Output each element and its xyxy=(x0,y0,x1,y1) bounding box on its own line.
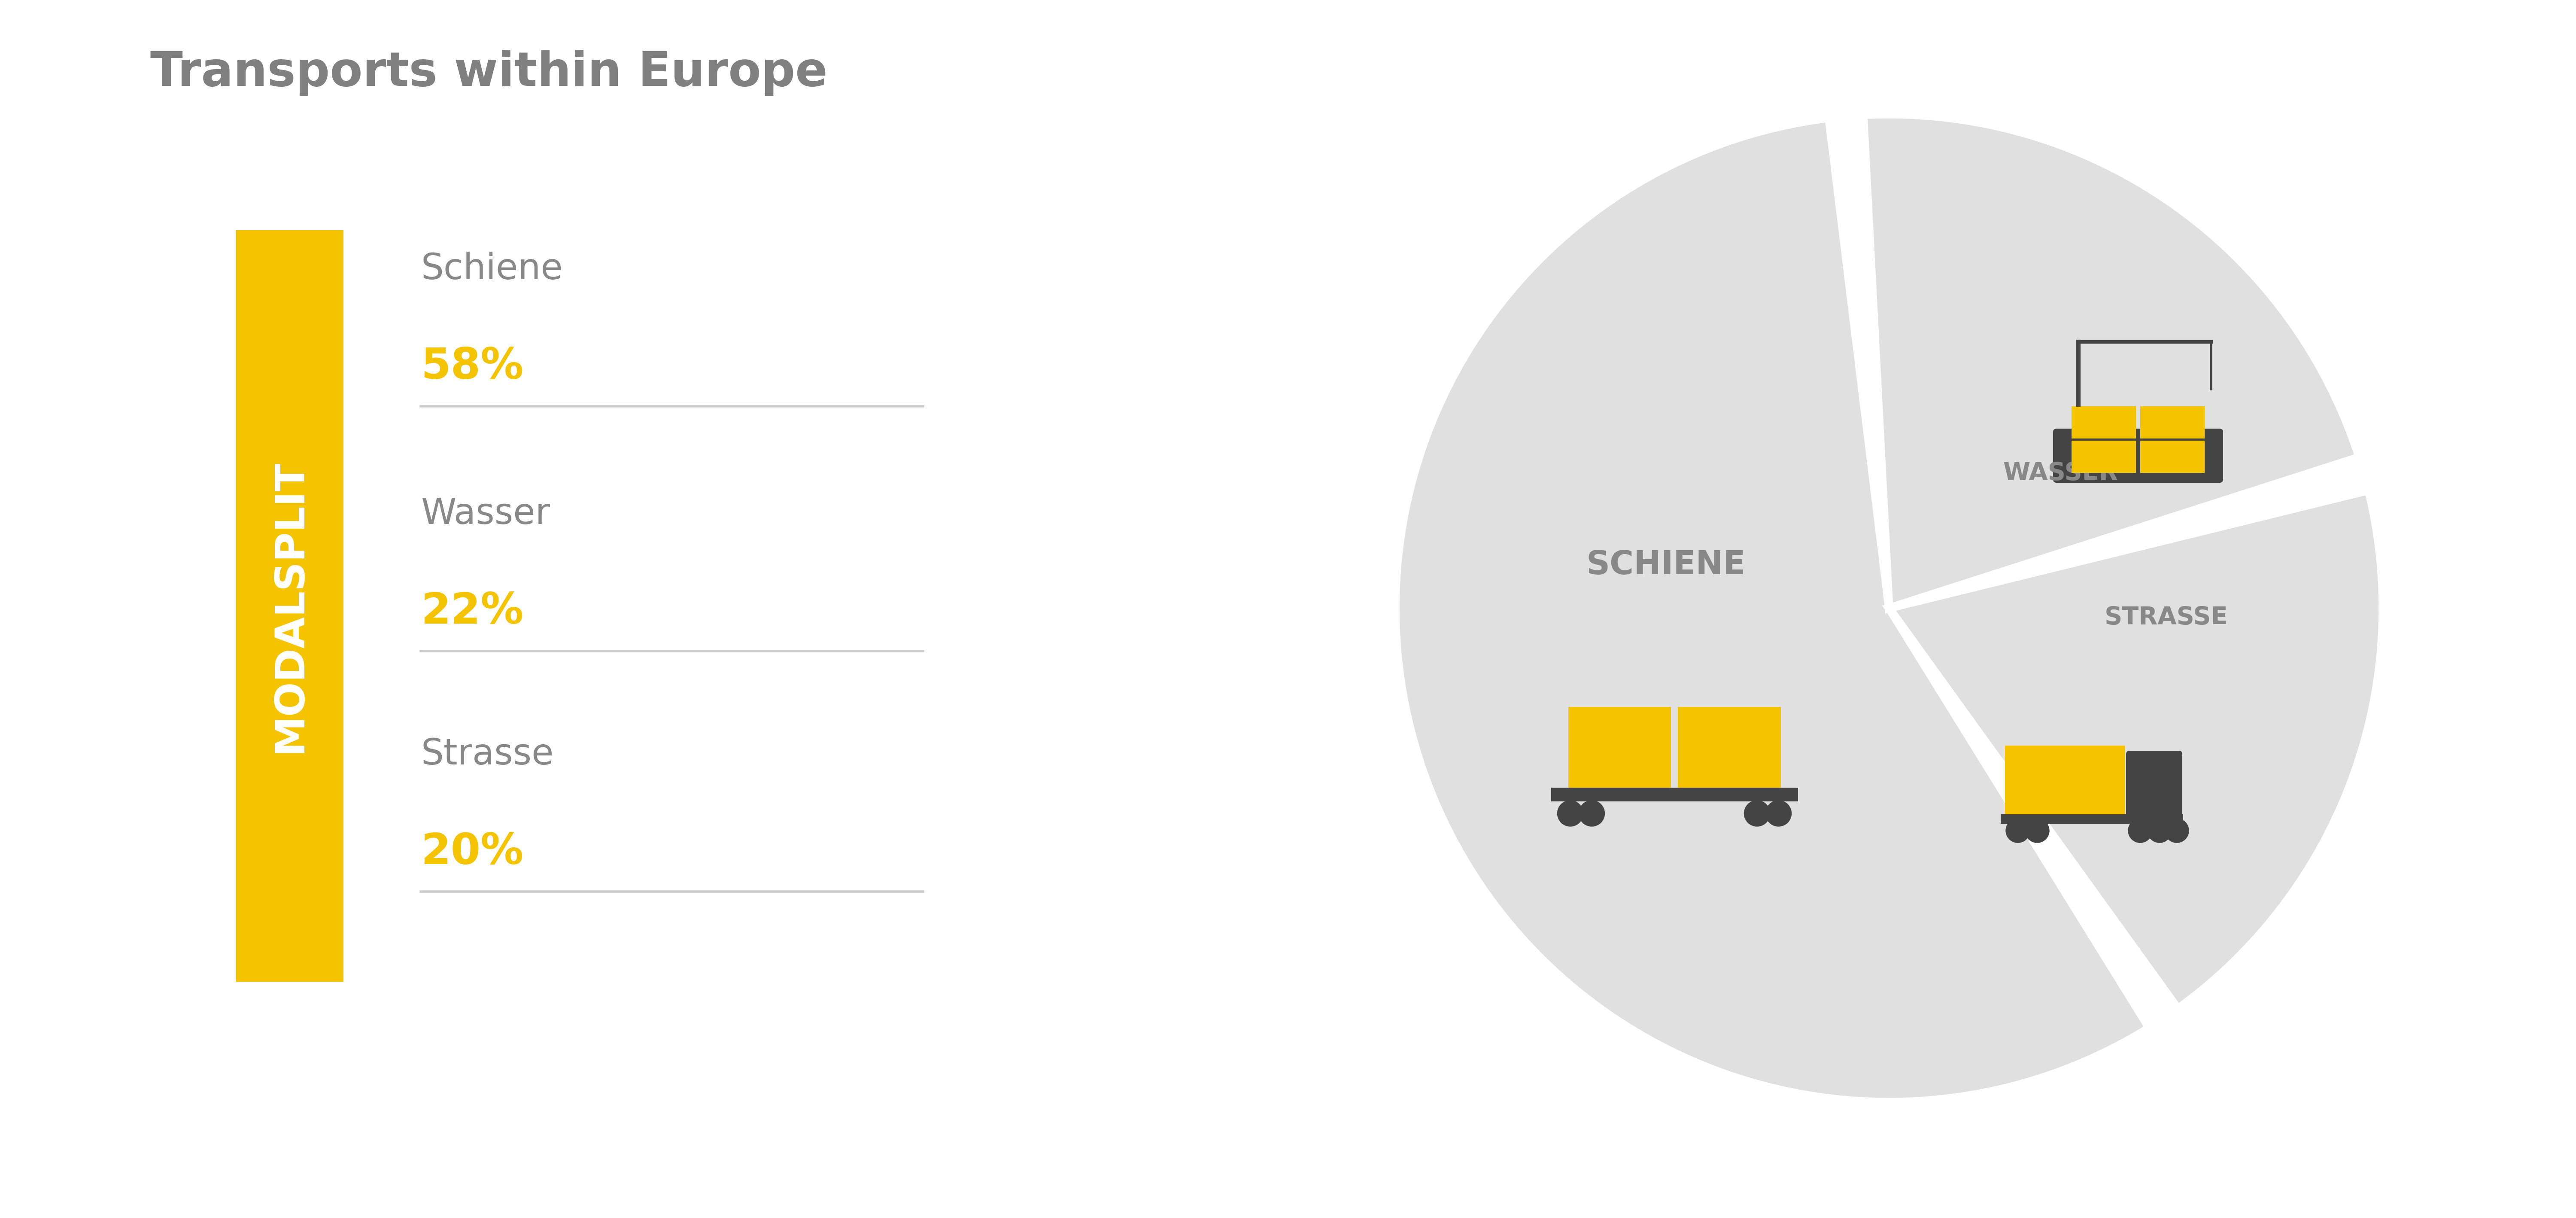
Text: WASSER: WASSER xyxy=(2004,462,2117,486)
FancyBboxPatch shape xyxy=(2053,429,2223,482)
Circle shape xyxy=(2164,818,2190,843)
Text: Strasse: Strasse xyxy=(420,737,554,772)
FancyBboxPatch shape xyxy=(2002,815,2182,823)
FancyBboxPatch shape xyxy=(2141,441,2205,473)
FancyBboxPatch shape xyxy=(1569,706,1672,788)
Wedge shape xyxy=(1862,114,2360,608)
Circle shape xyxy=(2025,818,2050,843)
Circle shape xyxy=(2007,818,2030,843)
Text: 58%: 58% xyxy=(420,346,523,387)
Circle shape xyxy=(1558,800,1584,826)
Text: Wasser: Wasser xyxy=(420,497,551,531)
Text: MODALSPLIT: MODALSPLIT xyxy=(270,459,309,753)
Circle shape xyxy=(1579,800,1605,826)
Circle shape xyxy=(2128,818,2154,843)
Text: STRASSE: STRASSE xyxy=(2105,607,2228,630)
FancyBboxPatch shape xyxy=(237,230,343,982)
Text: 20%: 20% xyxy=(420,832,523,873)
FancyBboxPatch shape xyxy=(2004,745,2125,815)
FancyBboxPatch shape xyxy=(2071,407,2136,438)
Text: Schiene: Schiene xyxy=(420,252,562,286)
FancyBboxPatch shape xyxy=(2071,441,2136,473)
Wedge shape xyxy=(1888,491,2383,1009)
FancyBboxPatch shape xyxy=(1677,706,1780,788)
Circle shape xyxy=(2148,818,2172,843)
FancyBboxPatch shape xyxy=(2141,407,2205,438)
Text: Transports within Europe: Transports within Europe xyxy=(149,50,827,96)
FancyBboxPatch shape xyxy=(1551,788,1798,801)
Text: 22%: 22% xyxy=(420,591,523,632)
Circle shape xyxy=(1744,800,1770,826)
Text: SCHIENE: SCHIENE xyxy=(1587,549,1747,581)
Wedge shape xyxy=(1396,118,2148,1102)
FancyBboxPatch shape xyxy=(2125,750,2182,817)
Circle shape xyxy=(1765,800,1790,826)
